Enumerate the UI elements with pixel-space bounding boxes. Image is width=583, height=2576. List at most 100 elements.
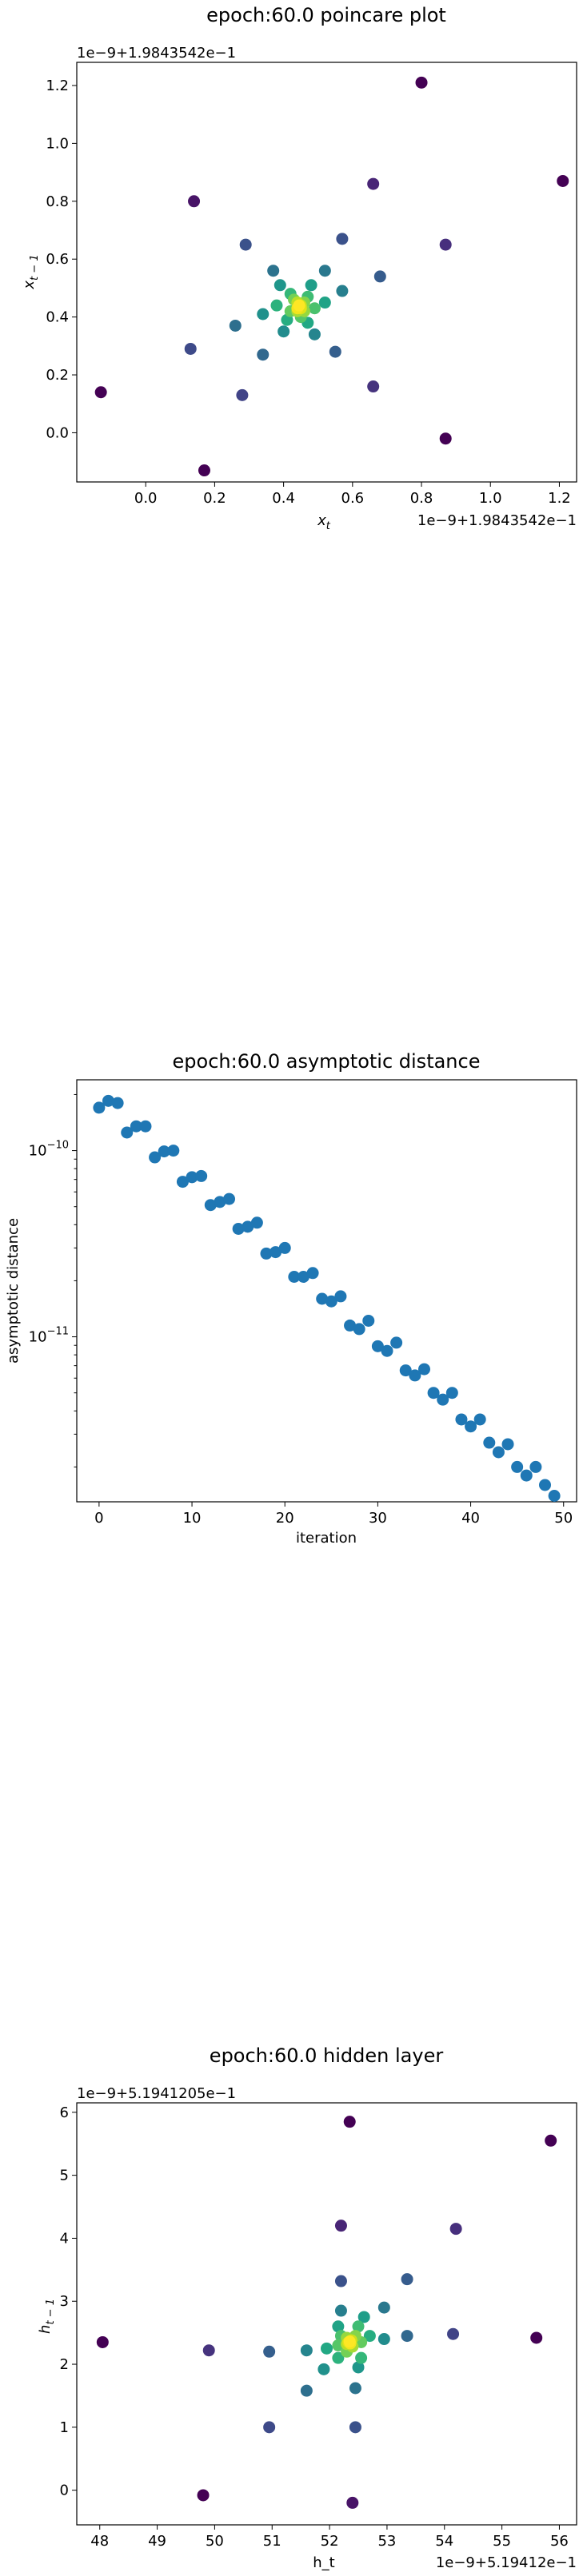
data-point [334, 2304, 347, 2317]
data-point [545, 2134, 557, 2147]
hidden-layer-chart: epoch:60.0 hidden layer 1e−9+5.1941205e−… [37, 2044, 577, 2571]
y-axis-label: asymptotic distance [5, 1218, 22, 1364]
data-point [371, 1340, 384, 1352]
y-axis-offset-label: 1e−9+1.9843542e−1 [77, 45, 236, 62]
data-point [501, 1438, 514, 1451]
data-point [355, 2351, 368, 2364]
y-axis-ticks: 0.0 0.2 0.4 0.6 0.8 1.0 1.2 [46, 78, 77, 441]
data-point [242, 1220, 254, 1233]
plot-frame [76, 1079, 577, 1503]
poincare-plot-chart: epoch:60.0 poincare plot 1e−9+1.9843542e… [21, 4, 577, 532]
data-point [437, 1393, 449, 1406]
y-tick-label: 5 [60, 2168, 69, 2184]
data-point [465, 1420, 477, 1433]
x-tick-label: 50 [206, 2533, 224, 2550]
y-tick-label: 0 [60, 2482, 69, 2499]
y-tick-label: 10−11 [29, 1326, 69, 1346]
x-tick-label: 0.2 [203, 490, 226, 507]
data-point [401, 2273, 413, 2286]
data-point [529, 1460, 542, 1473]
data-point [439, 432, 452, 445]
data-point [353, 1323, 365, 1336]
data-point [316, 1292, 329, 1305]
y-axis-label: xt − 1 [21, 254, 41, 289]
x-tick-label: 56 [550, 2533, 569, 2550]
data-point [188, 195, 201, 208]
data-point [334, 2275, 347, 2287]
data-point [318, 297, 331, 309]
x-axis-offset-label: 1e−9+1.9843542e−1 [417, 512, 577, 529]
data-point [349, 2421, 361, 2434]
data-point [267, 265, 280, 277]
scatter-points [94, 76, 569, 477]
data-point [111, 1097, 124, 1109]
y-tick-label: 10−10 [29, 1140, 69, 1160]
chart-title: epoch:60.0 poincare plot [206, 4, 446, 26]
data-point [445, 1387, 458, 1399]
data-point [197, 2489, 210, 2502]
plot-frame [76, 2102, 577, 2526]
y-tick-label: 0.6 [46, 251, 69, 268]
data-point [223, 1192, 236, 1205]
y-tick-label: 1.2 [46, 78, 69, 94]
x-axis-ticks: 0.0 0.2 0.4 0.6 0.8 1.0 1.2 [134, 482, 571, 507]
x-tick-label: 1.2 [548, 490, 571, 507]
data-point [176, 1176, 189, 1188]
data-point [344, 1319, 357, 1332]
data-point [270, 299, 283, 312]
x-tick-label: 0.6 [341, 490, 365, 507]
data-point [343, 2335, 356, 2348]
data-point [121, 1126, 134, 1139]
y-tick-label: 0.4 [46, 309, 69, 326]
data-point [401, 2330, 413, 2343]
x-tick-label: 30 [369, 1510, 387, 1527]
data-point [367, 177, 380, 190]
data-point [130, 1120, 142, 1133]
x-axis-label: iteration [296, 1530, 357, 1547]
asymptotic-distance-chart: epoch:60.0 asymptotic distance 0 10 20 30 40… [5, 1050, 577, 1547]
x-tick-label: 10 [183, 1510, 202, 1527]
data-point [229, 319, 242, 332]
data-point [257, 308, 270, 321]
data-point [449, 2223, 462, 2236]
x-tick-label: 49 [148, 2533, 166, 2550]
data-point [308, 328, 321, 340]
data-point [329, 345, 341, 358]
data-point [308, 302, 321, 315]
data-point [318, 265, 331, 277]
x-axis-label: xt [317, 512, 331, 532]
y-axis-label: ht − 1 [37, 2299, 57, 2334]
data-point [390, 1336, 403, 1349]
x-tick-label: 40 [461, 1510, 480, 1527]
data-point [305, 279, 317, 292]
data-point [102, 1094, 114, 1107]
chart-title: epoch:60.0 hidden layer [210, 2044, 444, 2067]
data-point [334, 1290, 347, 1303]
y-tick-label: 0.2 [46, 367, 69, 384]
data-point [202, 2344, 215, 2357]
x-tick-label: 55 [493, 2533, 511, 2550]
data-point [483, 1436, 496, 1449]
data-point [139, 1120, 152, 1133]
scatter-points [96, 2116, 557, 2509]
data-point [336, 285, 349, 297]
data-point [357, 2311, 370, 2323]
data-point [93, 1101, 106, 1114]
x-tick-label: 51 [263, 2533, 282, 2550]
x-tick-label: 48 [90, 2533, 109, 2550]
data-point [278, 325, 290, 338]
data-point [293, 299, 305, 312]
data-point [520, 1469, 533, 1482]
data-point [346, 2496, 359, 2509]
data-point [158, 1145, 170, 1158]
data-point [198, 464, 210, 477]
x-tick-label: 54 [435, 2533, 453, 2550]
y-tick-label: 6 [60, 2104, 69, 2121]
data-point [250, 1216, 263, 1229]
data-point [373, 270, 386, 283]
data-point [530, 2331, 543, 2344]
data-point [300, 2384, 313, 2397]
data-point [511, 1460, 524, 1473]
data-point [363, 2330, 376, 2343]
x-axis-ticks: 48 49 50 51 52 53 54 55 56 [90, 2525, 569, 2550]
